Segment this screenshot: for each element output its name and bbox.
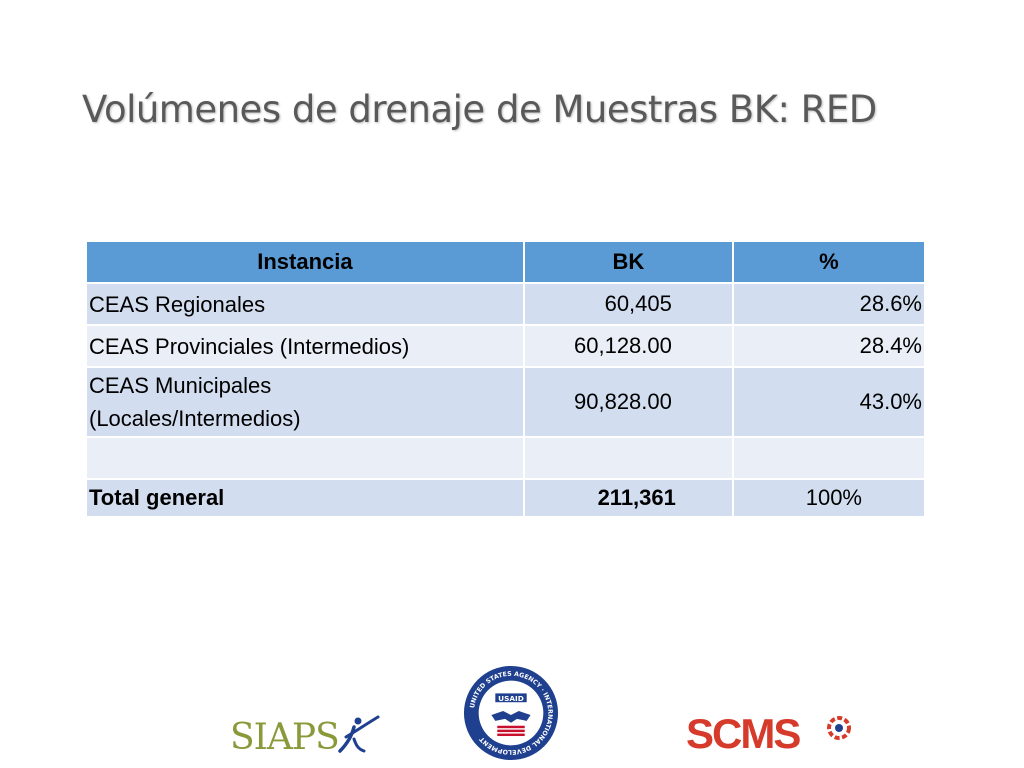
bk-cell: 60,128.00 bbox=[522, 324, 734, 368]
total-label: Total general bbox=[85, 478, 525, 518]
bk-cell bbox=[522, 436, 734, 480]
siaps-logo: SIAPS bbox=[230, 715, 380, 753]
table-row: CEAS Municipales (Locales/Intermedios) 9… bbox=[85, 366, 927, 438]
usaid-wordmark: USAID bbox=[498, 694, 524, 703]
slide-title: Volúmenes de drenaje de Muestras BK: RED bbox=[82, 88, 877, 131]
instancia-line: CEAS Municipales bbox=[89, 373, 272, 398]
bk-cell: 60,405 bbox=[522, 282, 734, 326]
percent-cell: 43.0% bbox=[731, 366, 927, 438]
instancia-cell bbox=[85, 436, 525, 480]
siaps-logo-text: SIAPS bbox=[230, 717, 339, 753]
table-row: CEAS Regionales 60,405 28.6% bbox=[85, 282, 927, 326]
data-table: Instancia BK % CEAS Regionales 60,405 28… bbox=[85, 240, 927, 518]
percent-cell: 28.4% bbox=[731, 324, 927, 368]
instancia-line: (Locales/Intermedios) bbox=[89, 406, 301, 431]
siaps-figure-icon bbox=[338, 715, 380, 753]
instancia-cell: CEAS Provinciales (Intermedios) bbox=[85, 324, 525, 368]
scms-logo: SCMS bbox=[686, 710, 851, 754]
scms-logo-text: SCMS bbox=[686, 710, 800, 754]
instancia-cell: CEAS Municipales (Locales/Intermedios) bbox=[85, 366, 525, 438]
total-percent: 100% bbox=[731, 478, 927, 518]
percent-cell bbox=[731, 436, 927, 480]
total-bk: 211,361 bbox=[522, 478, 734, 518]
header-bk: BK bbox=[522, 240, 734, 284]
gear-icon bbox=[827, 716, 851, 740]
bk-cell: 90,828.00 bbox=[522, 366, 734, 438]
handshake-icon bbox=[491, 711, 531, 723]
header-instancia: Instancia bbox=[85, 240, 525, 284]
header-percent: % bbox=[731, 240, 927, 284]
usaid-seal: UNITED STATES AGENCY · INTERNATIONAL DEV… bbox=[463, 665, 559, 761]
stripes-icon bbox=[497, 725, 525, 737]
percent-cell: 28.6% bbox=[731, 282, 927, 326]
total-row: Total general 211,361 100% bbox=[85, 478, 927, 518]
table-header-row: Instancia BK % bbox=[85, 240, 927, 284]
table-row: CEAS Provinciales (Intermedios) 60,128.0… bbox=[85, 324, 927, 368]
table-row bbox=[85, 436, 927, 480]
instancia-cell: CEAS Regionales bbox=[85, 282, 525, 326]
